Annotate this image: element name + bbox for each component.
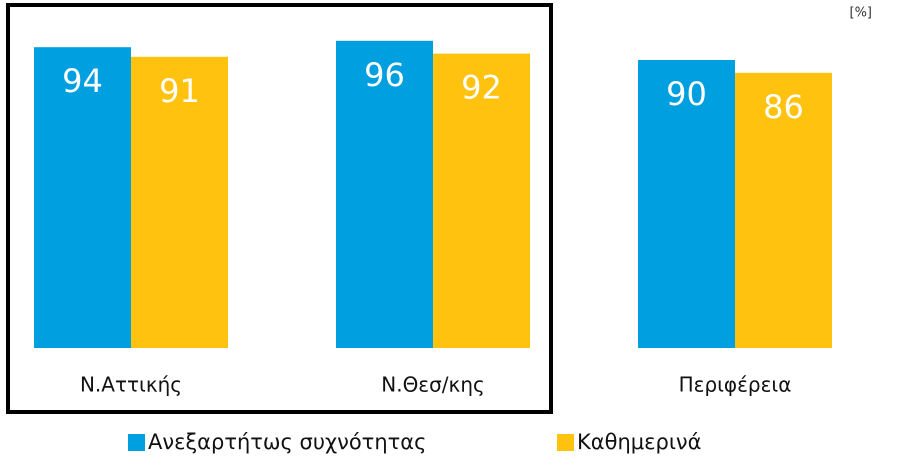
legend-label: Καθημερινά — [577, 430, 702, 454]
bar — [336, 40, 433, 349]
highlight-box — [6, 3, 553, 414]
unit-label: [%] — [850, 6, 873, 21]
bar — [433, 53, 530, 348]
bar — [34, 47, 131, 348]
value-label: 92 — [461, 69, 502, 107]
category-label: Περιφέρεια — [679, 373, 792, 397]
value-label: 86 — [763, 88, 804, 126]
legend-swatch — [128, 434, 145, 451]
value-label: 90 — [666, 75, 707, 113]
legend-label: Ανεξαρτήτως συχνότητας — [148, 430, 426, 454]
bar — [131, 56, 228, 349]
value-label: 91 — [159, 72, 200, 110]
bar — [638, 60, 735, 348]
value-label: 94 — [62, 62, 103, 100]
category-label: Ν.Θεσ/κης — [381, 373, 485, 397]
value-label: 96 — [364, 56, 405, 94]
legend-swatch — [557, 434, 574, 451]
category-label: Ν.Αττικής — [80, 373, 182, 397]
bar — [735, 72, 832, 349]
